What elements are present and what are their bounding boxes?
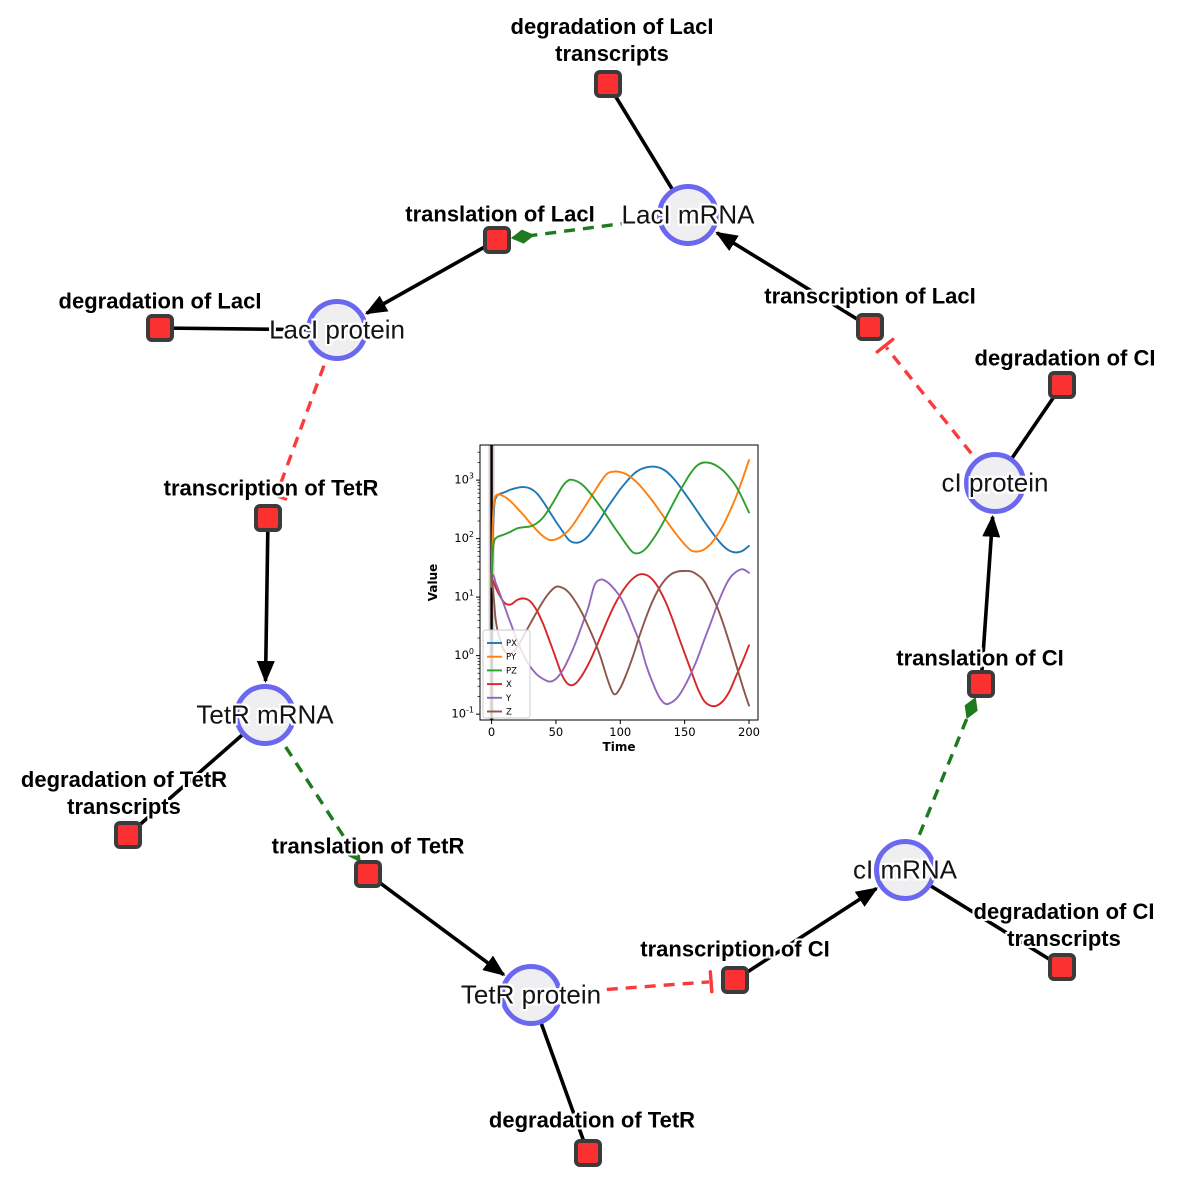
species-label-tetr_protein: TetR protein [460,979,602,1010]
reaction-label-line: transcription of CI [640,936,830,962]
reaction-label-deg_laci: degradation of LacI [59,288,262,315]
species-node-tetr_protein[interactable] [500,964,562,1026]
reaction-node-deg_laci[interactable] [146,314,174,342]
species-label-tetr_mrna: TetR mRNA [196,699,334,730]
reaction-node-deg_tetr[interactable] [574,1139,602,1167]
reaction-label-line: transcripts [1007,926,1121,951]
reaction-label-deg_tetr_tx: degradation of TetR transcripts [21,766,227,820]
reaction-label-txn_laci: transcription of LacI [764,283,975,310]
reaction-label-transl_laci: translation of LacI [405,201,594,228]
chart-ylabel: Value [426,564,440,602]
reaction-label-txn_tetr: transcription of TetR [164,475,379,502]
species-node-tetr_mrna[interactable] [234,684,296,746]
species-label-ci_protein: cI protein [941,467,1049,498]
reaction-label-line: degradation of TetR [488,1107,696,1133]
reaction-label-transl_ci: translation of CI [896,645,1063,672]
reaction-label-line: translation of TetR [271,833,465,859]
edge-transl_ci-ci_protein [979,514,1001,685]
reaction-label-txn_ci: transcription of CI [640,936,829,963]
x-tick-label: 200 [738,725,760,739]
reaction-label-line: degradation of CI [974,345,1156,371]
reaction-node-deg_ci_tx[interactable] [1048,953,1076,981]
chart-series-PX [490,465,750,588]
reaction-label-deg_ci: degradation of CI [975,345,1156,372]
species-label-laci_mrna: LacI mRNA [621,199,755,230]
time-series-chart: 0 50 100 150 20010-1100101102103TimeValuePXP… [426,444,760,754]
y-tick-label: 10-1 [451,706,474,721]
edge-txn_tetr-tetr_mrna [256,517,275,684]
reaction-node-deg_laci_tx[interactable] [594,70,622,98]
species-label-ci_mrna: cI mRNA [853,854,957,885]
species-node-laci_mrna[interactable] [657,184,719,246]
chart-series-X [490,573,750,708]
chart-axes [476,444,759,724]
reaction-label-line: degradation of LacI [58,288,262,314]
reaction-node-deg_tetr_tx[interactable] [114,821,142,849]
x-tick-label: 0 [488,725,495,739]
reaction-label-deg_laci_tx: degradation of LacI transcripts [511,13,714,67]
edge-txn_ci-ci_mrna [734,886,879,982]
reaction-label-line: degradation of TetR [20,767,228,792]
x-tick-label: 100 [609,725,631,739]
legend-label-Z: Z [506,708,512,718]
reaction-node-transl_ci[interactable] [967,670,995,698]
edge-transl_tetr-tetr_protein [366,872,506,977]
y-tick-label: 101 [454,589,474,604]
y-tick-label: 100 [454,647,474,662]
reaction-label-transl_tetr: translation of TetR [272,833,465,860]
reaction-node-txn_ci[interactable] [721,966,749,994]
edge-ci_protein-txn_laci-tbar [875,337,895,354]
reaction-label-line: transcription of TetR [163,475,379,501]
reaction-node-txn_tetr[interactable] [254,504,282,532]
chart-series-PZ [490,461,750,588]
legend-label-X: X [506,680,512,690]
edge-txn_laci-laci_mrna [715,231,871,329]
species-label-laci_protein: LacI protein [269,314,405,345]
edge-tetr_protein-txn_ci-tbar [708,970,714,994]
reaction-label-line: degradation of CI [973,899,1155,924]
chart-series-PY [490,459,750,588]
y-tick-label: 102 [454,530,474,545]
species-node-laci_protein[interactable] [306,299,368,361]
edge-ci_mrna-transl_ci [903,696,978,871]
edge-laci_protein-txn_tetr-tbar [265,490,288,501]
y-tick-label: 103 [454,472,474,487]
reaction-label-deg_tetr: degradation of TetR [489,1107,695,1134]
species-node-ci_mrna[interactable] [874,839,936,901]
x-tick-label: 150 [674,725,696,739]
reaction-label-line: transcription of LacI [764,283,976,309]
edge-transl_laci-laci_protein [364,238,498,315]
chart-xlabel: Time [603,740,636,754]
species-node-ci_protein[interactable] [964,452,1026,514]
legend-label-PY: PY [506,653,517,663]
reaction-node-deg_ci[interactable] [1048,371,1076,399]
reaction-label-line: transcripts [67,794,181,819]
chart-tick-labels: 0 50 100 150 200 10-1 100 101 102 103 [451,472,760,739]
reaction-label-line: degradation of LacI [510,14,714,39]
chart-legend: PX PY PZ XYZ [482,629,531,719]
reaction-label-line: transcripts [555,41,669,66]
reaction-label-deg_ci_tx: degradation of CI transcripts [974,898,1155,952]
reaction-node-txn_laci[interactable] [856,313,884,341]
legend-label-PZ: PZ [506,666,517,676]
reaction-node-transl_tetr[interactable] [354,860,382,888]
legend-label-PX: PX [506,639,517,649]
reaction-node-transl_laci[interactable] [483,226,511,254]
reaction-label-line: translation of CI [896,645,1064,671]
legend-label-Y: Y [505,694,512,704]
reaction-label-line: translation of LacI [405,201,595,227]
x-tick-label: 50 [549,725,564,739]
